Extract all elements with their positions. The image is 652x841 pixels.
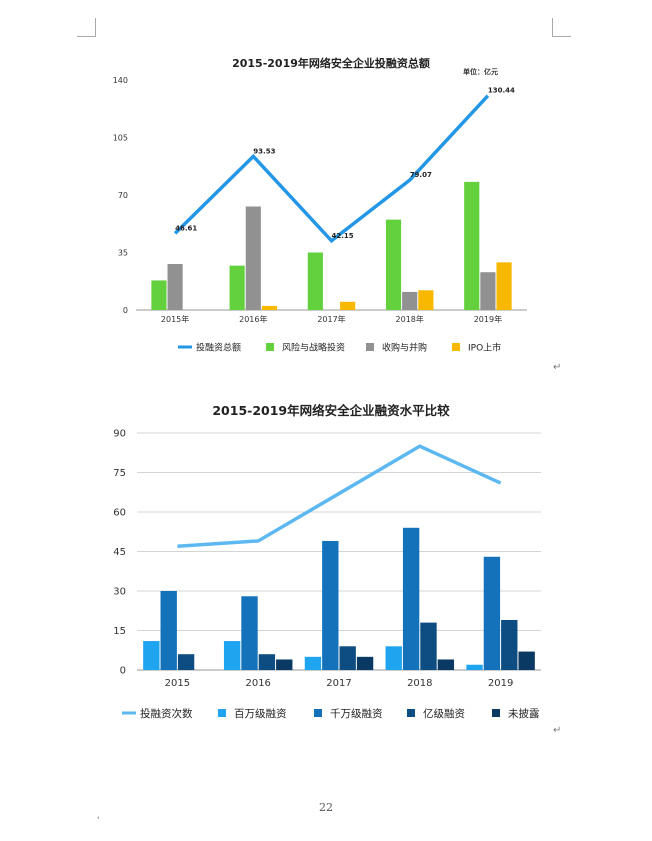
bar-1 bbox=[304, 656, 322, 670]
legend-swatch bbox=[266, 343, 274, 351]
bar-1 bbox=[151, 280, 167, 310]
bar-1 bbox=[307, 252, 323, 310]
y-tick-label: 35 bbox=[118, 248, 128, 257]
x-tick-label: 2019年 bbox=[474, 314, 502, 324]
bar-3 bbox=[496, 262, 512, 310]
bar-3 bbox=[501, 619, 518, 670]
x-tick-label: 2016 bbox=[245, 678, 270, 689]
y-tick-label: 140 bbox=[113, 76, 128, 85]
legend-label: 千万级融资 bbox=[330, 708, 383, 720]
legend-label: 风险与战略投资 bbox=[282, 341, 345, 353]
legend-label: IPO上市 bbox=[468, 341, 501, 353]
chart-title: 2015-2019年网络安全企业投融资总额 bbox=[232, 56, 430, 70]
bar-2 bbox=[241, 596, 258, 670]
y-tick-label: 90 bbox=[113, 429, 126, 440]
x-tick-label: 2017年 bbox=[317, 314, 345, 324]
data-label: 42.15 bbox=[332, 232, 354, 240]
bar-1 bbox=[464, 181, 480, 310]
series-line bbox=[173, 94, 490, 244]
legend-label: 百万级融资 bbox=[234, 708, 287, 720]
page-number: 22 bbox=[319, 801, 333, 814]
bar-2 bbox=[483, 556, 501, 670]
legend-swatch bbox=[492, 709, 500, 717]
legend-label: 投融资总额 bbox=[196, 341, 241, 353]
bar-2 bbox=[480, 272, 496, 310]
bar-3 bbox=[418, 290, 434, 310]
bar-3 bbox=[258, 654, 276, 670]
bar-1 bbox=[223, 641, 241, 670]
bar-3 bbox=[261, 305, 278, 310]
legend-swatch bbox=[366, 343, 374, 351]
chart-title: 2015-2019年网络安全企业融资水平比较 bbox=[212, 403, 450, 418]
x-tick-label: 2017 bbox=[326, 678, 351, 689]
y-tick-label: 15 bbox=[113, 626, 126, 637]
x-tick-label: 2016年 bbox=[239, 314, 267, 324]
bar-1 bbox=[385, 219, 402, 310]
paragraph-mark-2: ↵ bbox=[553, 725, 562, 736]
legend-label: 未披露 bbox=[508, 707, 540, 720]
y-tick-label: 30 bbox=[113, 587, 126, 598]
legend-swatch bbox=[452, 343, 460, 351]
bar-4 bbox=[518, 651, 535, 670]
bar-2 bbox=[160, 591, 177, 670]
legend-swatch bbox=[314, 709, 322, 717]
legend-label: 亿级融资 bbox=[423, 707, 465, 720]
data-label: 130.44 bbox=[488, 87, 515, 95]
bar-1 bbox=[143, 641, 160, 670]
bar-3 bbox=[177, 654, 195, 670]
y-tick-label: 75 bbox=[113, 468, 126, 479]
y-tick-label: 105 bbox=[113, 133, 128, 142]
bar-2 bbox=[402, 291, 418, 310]
bar-2 bbox=[245, 206, 261, 310]
legend-swatch bbox=[407, 709, 415, 717]
bar-4 bbox=[356, 656, 374, 670]
bar-4 bbox=[437, 659, 455, 670]
series-line bbox=[177, 444, 502, 548]
legend-swatch bbox=[218, 709, 226, 717]
x-tick-label: 2018 bbox=[407, 678, 432, 689]
bar-4 bbox=[276, 659, 293, 670]
y-tick-label: 70 bbox=[118, 191, 128, 200]
bar-3 bbox=[340, 301, 356, 310]
y-tick-label: 0 bbox=[123, 306, 128, 315]
bar-1 bbox=[385, 646, 402, 670]
financing-level-chart: 2015-2019年网络安全企业融资水平比较 0 15 30 45 60 75 90 2015 2… bbox=[113, 403, 541, 720]
bar-3 bbox=[420, 622, 437, 670]
stray-mark: ' bbox=[97, 816, 100, 826]
x-tick-label: 2015年 bbox=[161, 314, 189, 324]
x-tick-label: 2019 bbox=[488, 678, 513, 689]
y-tick-label: 0 bbox=[120, 666, 126, 677]
x-tick-label: 2015 bbox=[165, 678, 190, 689]
y-tick-label: 45 bbox=[113, 547, 126, 558]
data-label: 79.07 bbox=[410, 171, 432, 179]
data-label: 93.53 bbox=[253, 147, 275, 155]
bar-1 bbox=[466, 664, 483, 670]
paragraph-mark-1: ↵ bbox=[553, 362, 562, 373]
x-tick-label: 2018年 bbox=[396, 314, 424, 324]
bar-2 bbox=[322, 540, 339, 670]
data-label: 46.61 bbox=[175, 224, 197, 232]
bar-3 bbox=[339, 646, 356, 670]
bar-2 bbox=[167, 264, 183, 310]
crop-mark-top-right bbox=[552, 18, 571, 37]
crop-mark-top-left bbox=[77, 18, 96, 37]
legend-label: 投融资次数 bbox=[140, 707, 193, 720]
y-tick-label: 60 bbox=[113, 508, 126, 519]
bar-2 bbox=[402, 527, 420, 670]
legend-label: 收购与并购 bbox=[382, 341, 427, 353]
unit-label: 单位：亿元 bbox=[463, 67, 498, 76]
bar-1 bbox=[229, 265, 245, 310]
